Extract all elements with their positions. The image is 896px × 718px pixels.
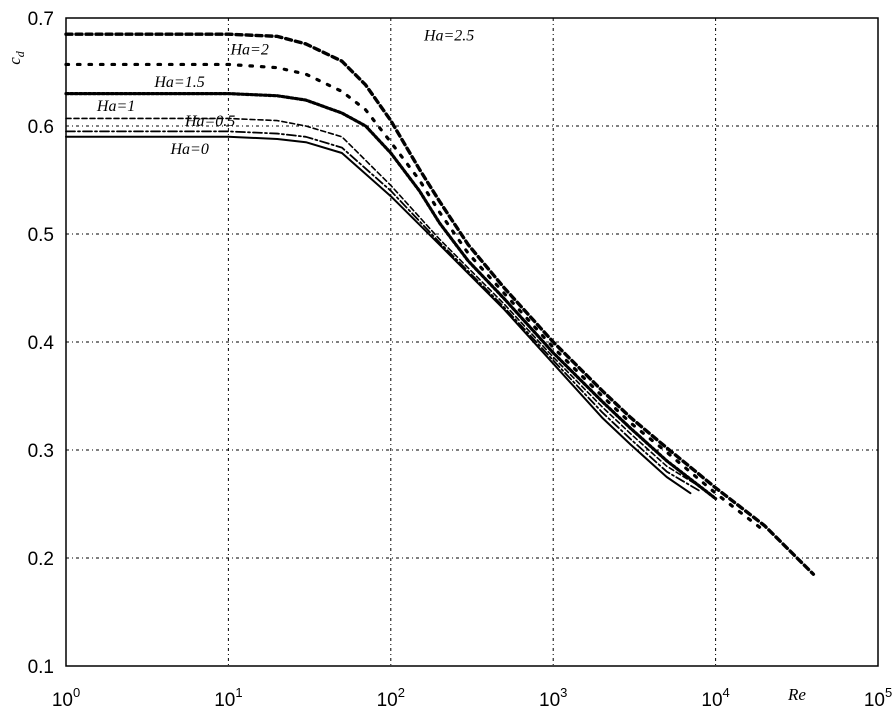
- x-axis-label: Re: [787, 685, 806, 704]
- grid-lines: [66, 18, 878, 666]
- series-line-2: [65, 117, 701, 488]
- x-tick-label: 104: [701, 685, 729, 711]
- x-tick-label: 102: [377, 685, 405, 711]
- series-line-1: [65, 130, 701, 492]
- series-lines: [64, 32, 816, 576]
- tick-labels: 100 101 102 103 104 105 0.1 0.2 0.3 0.4 0.5 0.6 0.7: [28, 9, 893, 711]
- series-annotation: Ha=0.5: [184, 113, 235, 130]
- y-tick-label: 0.3: [28, 441, 54, 462]
- y-tick-label: 0.1: [28, 657, 54, 678]
- series-annotation: Ha=2: [229, 42, 268, 59]
- y-tick-label: 0.6: [28, 117, 54, 138]
- x-tick-label: 100: [52, 685, 80, 711]
- y-axis-label-main: c: [5, 57, 24, 65]
- series-line-5: [64, 32, 816, 576]
- x-tick-label: 105: [864, 685, 892, 711]
- y-tick-label: 0.7: [28, 9, 54, 30]
- x-tick-label: 101: [214, 685, 242, 711]
- y-tick-label: 0.5: [28, 225, 54, 246]
- series-annotation: Ha=1.5: [153, 74, 204, 91]
- plot-frame: [65, 17, 879, 667]
- y-tick-label: 0.2: [28, 549, 54, 570]
- series-annotation: Ha=0: [169, 141, 208, 158]
- x-tick-label: 103: [539, 685, 567, 711]
- series-annotations: Ha=2.5 Ha=2 Ha=1.5 Ha=1 Ha=0.5 Ha=0: [96, 28, 474, 158]
- series-line-0: [65, 135, 692, 495]
- series-annotation: Ha=1: [96, 98, 135, 115]
- y-axis-label: cd: [5, 50, 27, 65]
- y-tick-label: 0.4: [28, 333, 55, 354]
- y-axis-label-sub: d: [13, 50, 27, 57]
- series-annotation: Ha=2.5: [423, 28, 474, 45]
- series-line-3: [64, 91, 718, 501]
- series-line-4: [64, 62, 767, 533]
